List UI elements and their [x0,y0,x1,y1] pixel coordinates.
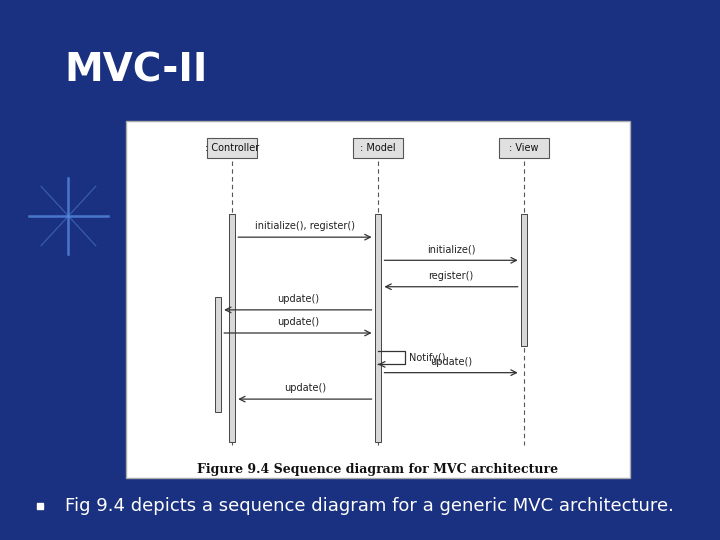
Text: register(): register() [428,271,474,281]
Bar [126,122,630,478]
Bar [207,138,257,158]
Bar [375,214,381,442]
Bar [215,296,221,413]
Bar [353,138,403,158]
Text: update(): update() [276,294,319,304]
Text: Figure 9.4 Sequence diagram for MVC architecture: Figure 9.4 Sequence diagram for MVC arch… [197,463,559,476]
Text: initialize(), register(): initialize(), register() [255,221,355,231]
Text: initialize(): initialize() [427,245,475,254]
Bar [499,138,549,158]
Text: : Model: : Model [360,143,396,153]
Text: update(): update() [284,383,326,393]
Bar [229,214,235,442]
Bar [521,214,527,346]
Text: MVC-II: MVC-II [65,51,208,89]
Text: : Controller: : Controller [204,143,259,153]
Text: Notify(): Notify() [409,353,446,363]
Text: Fig 9.4 depicts a sequence diagram for a generic MVC architecture.: Fig 9.4 depicts a sequence diagram for a… [65,497,674,515]
Text: update(): update() [430,357,472,367]
Text: : View: : View [510,143,539,153]
Text: update(): update() [276,317,319,327]
